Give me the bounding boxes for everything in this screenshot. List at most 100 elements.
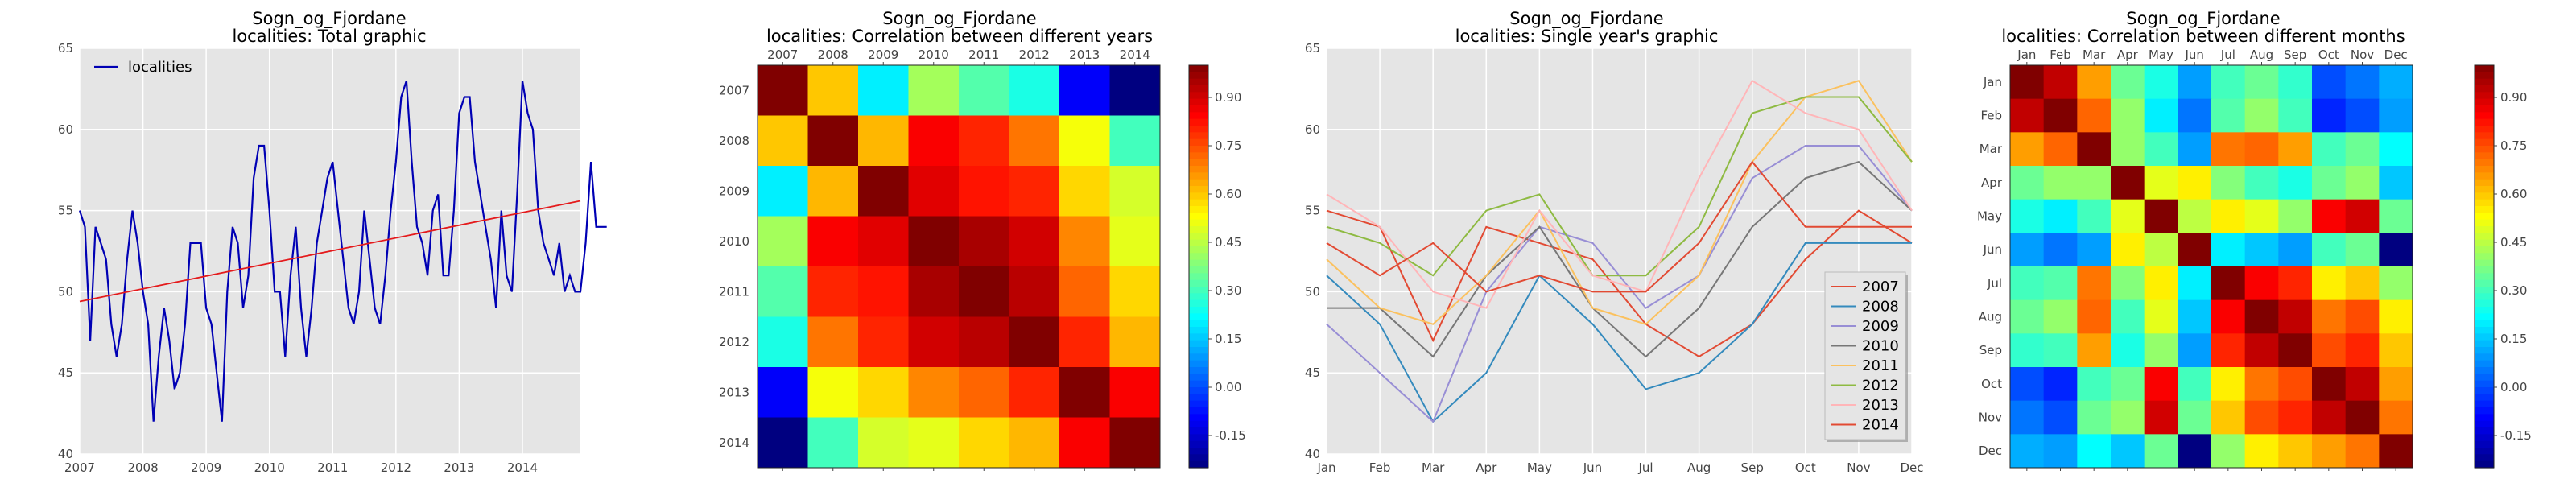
- heatmap-cell: [2010, 434, 2045, 469]
- heatmap-cell: [2312, 266, 2347, 301]
- chart-single-year: Sogn_og_Fjordane localities: Single year…: [1305, 9, 1924, 475]
- x-tick-label: 2008: [127, 460, 158, 475]
- colorbar-segment: [2475, 206, 2494, 213]
- heatmap-cell: [858, 216, 909, 267]
- row-label: 2011: [719, 284, 749, 299]
- column-label: Aug: [2250, 47, 2273, 62]
- colorbar-segment: [2475, 440, 2494, 448]
- heatmap-cell: [2379, 266, 2413, 301]
- heatmap-cell: [1059, 65, 1110, 116]
- heatmap-cell: [1059, 115, 1110, 167]
- x-tick-label: Sep: [1741, 460, 1764, 475]
- heatmap-cell: [2379, 434, 2413, 469]
- colorbar-segment: [1189, 454, 1208, 462]
- colorbar-segment: [2475, 159, 2494, 167]
- colorbar-segment: [1189, 427, 1208, 435]
- heatmap-cell: [2043, 333, 2078, 368]
- heatmap-cell: [2010, 166, 2045, 200]
- trend-line: [79, 200, 581, 303]
- row-label: 2014: [719, 436, 749, 450]
- heatmap-cell: [2211, 299, 2246, 334]
- heatmap-cell: [2111, 166, 2145, 200]
- heatmap-cell: [2278, 266, 2313, 301]
- series-line-2014: [1326, 160, 1912, 293]
- colorbar-segment: [2475, 273, 2494, 281]
- legend-label-2008: 2008: [1862, 299, 1899, 316]
- colorbar-segment: [1189, 233, 1208, 241]
- heatmap-cell: [1009, 65, 1060, 116]
- row-label: 2007: [719, 83, 749, 97]
- row-label: 2013: [719, 385, 749, 399]
- heatmap-cell: [1059, 367, 1110, 418]
- x-tick-label: Mar: [1422, 460, 1445, 475]
- series-line-localities: [78, 80, 607, 422]
- heatmap-cell: [2278, 166, 2313, 200]
- colorbar-segment: [1189, 206, 1208, 213]
- colorbar-segment: [1189, 126, 1208, 133]
- heatmap-cell: [959, 367, 1009, 418]
- row-label: Jul: [1987, 276, 2002, 291]
- heatmap-cell: [807, 166, 859, 217]
- heatmap-cell: [858, 115, 909, 167]
- heatmap-cell: [959, 266, 1009, 317]
- heatmap-cell: [2111, 98, 2145, 133]
- colorbar-segment: [2475, 152, 2494, 160]
- colorbar-segment: [2475, 112, 2494, 120]
- heatmap-cell: [2111, 434, 2145, 469]
- heatmap-cell: [959, 65, 1009, 116]
- colorbar-segment: [2475, 226, 2494, 233]
- heatmap-cell: [2345, 199, 2380, 233]
- colorbar-segment: [2475, 387, 2494, 394]
- heatmap-cell: [959, 216, 1009, 267]
- row-label: Nov: [1979, 411, 2002, 425]
- column-label: Dec: [2384, 47, 2408, 62]
- heatmap-cell: [1109, 115, 1161, 167]
- chart-subtitle: localities: Total graphic: [232, 27, 426, 46]
- heatmap-cell: [1109, 166, 1161, 217]
- colorbar-segment: [2475, 98, 2494, 106]
- legend-label-2011: 2011: [1862, 357, 1899, 374]
- x-tick-label: May: [1527, 460, 1552, 475]
- colorbar-segment: [1189, 65, 1208, 72]
- heatmap-cell: [2178, 98, 2212, 133]
- colorbar-segment: [1189, 320, 1208, 328]
- heatmap-cell: [2043, 233, 2078, 267]
- heatmap-cell: [2244, 434, 2279, 469]
- heatmap-cell: [2111, 266, 2145, 301]
- colorbar-segment: [2475, 333, 2494, 341]
- heatmap-cell: [2379, 166, 2413, 200]
- colorbar-segment: [2475, 259, 2494, 267]
- colorbar-segment: [2475, 407, 2494, 415]
- colorbar-segment: [1189, 307, 1208, 314]
- legend-label-2009: 2009: [1862, 318, 1899, 335]
- colorbar-segment: [2475, 65, 2494, 72]
- x-tick-label: Jun: [1583, 460, 1602, 475]
- heatmap-cell: [1009, 266, 1060, 317]
- y-tick-label: 65: [1305, 41, 1320, 56]
- colorbar-segment: [1189, 327, 1208, 334]
- heatmap-cell: [2379, 299, 2413, 334]
- heatmap-cell: [1009, 166, 1060, 217]
- colorbar-segment: [1189, 105, 1208, 113]
- colorbar-segment: [2475, 448, 2494, 455]
- heatmap-cell: [2178, 266, 2212, 301]
- colorbar-segment: [1189, 152, 1208, 160]
- colorbar-segment: [1189, 279, 1208, 287]
- heatmap-cell: [2111, 400, 2145, 435]
- column-label: Oct: [2318, 47, 2339, 62]
- heatmap-cell: [2144, 434, 2178, 469]
- y-tick-label: 40: [1305, 447, 1320, 461]
- colorbar-segment: [2475, 246, 2494, 254]
- colorbar-segment: [2475, 279, 2494, 287]
- heatmap-cell: [2312, 434, 2347, 469]
- heatmap-cell: [2244, 400, 2279, 435]
- heatmap-cell: [2043, 400, 2078, 435]
- heatmap-cell: [2077, 233, 2112, 267]
- heatmap-cell: [2077, 166, 2112, 200]
- heatmap-cell: [858, 417, 909, 469]
- heatmap-cell: [2312, 400, 2347, 435]
- x-tick-label: Oct: [1795, 460, 1816, 475]
- colorbar-segment: [2475, 199, 2494, 207]
- heatmap-cell: [807, 316, 859, 368]
